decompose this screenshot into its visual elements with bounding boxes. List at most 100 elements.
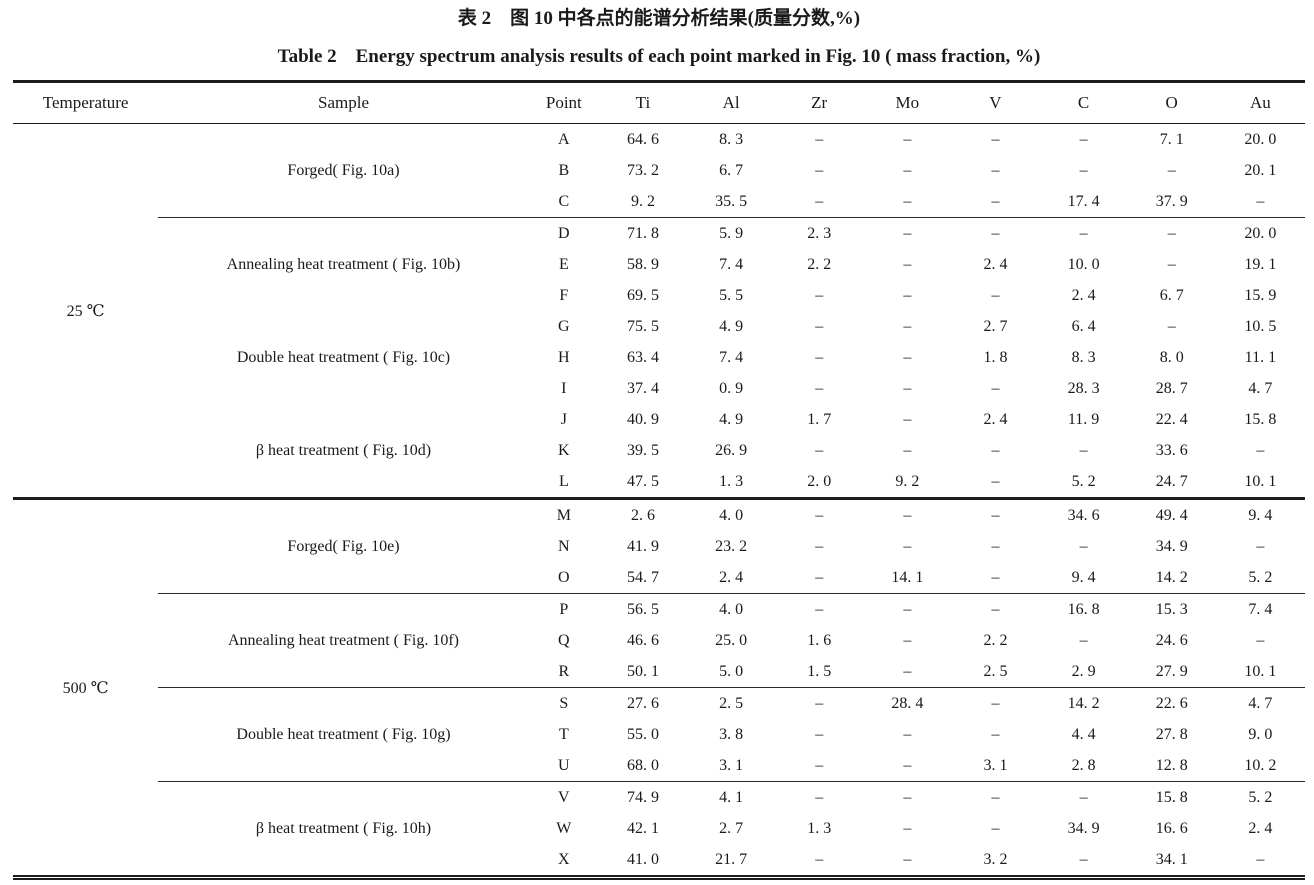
value-cell-mo: – <box>903 317 912 335</box>
value-cell-c: 2. 8 <box>1071 756 1096 774</box>
value-cell-ti: 64. 6 <box>626 130 659 148</box>
point-cell: Q <box>558 631 570 649</box>
value-cell-v: – <box>991 819 1000 837</box>
point-cell: R <box>558 662 570 680</box>
value-cell-o: 24. 7 <box>1155 472 1188 490</box>
value-cell-al: 35. 5 <box>715 192 748 210</box>
point-cell: O <box>558 568 570 586</box>
value-cell-c: 8. 3 <box>1071 348 1096 366</box>
value-cell-v: – <box>951 781 1040 813</box>
value-cell-au: 10. 1 <box>1244 662 1277 680</box>
table-row: β heat treatment ( Fig. 10h) V 74. 9 4. 1– –… <box>13 781 1305 878</box>
value-cell-mo: – <box>903 286 912 304</box>
value-cell-zr: – <box>815 756 824 774</box>
table-row: Q 46. 6 25. 0 1. 6 – 2. 2 – 24. 6 – <box>13 625 1305 656</box>
point-cell: S <box>528 687 599 719</box>
value-cell-o: 28. 7 <box>1155 379 1188 397</box>
table-row: E 58. 9 7. 4 2. 2 – 2. 4 10. 0 – 19. 1 <box>13 249 1305 280</box>
value-cell-ti: 41. 9 <box>626 537 659 555</box>
temperature-cell: 25 ℃ <box>66 302 105 320</box>
point-cell: L <box>558 472 569 490</box>
value-cell-au: 10. 2 <box>1244 756 1277 774</box>
table-row: C 9. 2 35. 5 – – – 17. 4 37. 9 – <box>13 186 1305 218</box>
value-cell-c: 2. 4 <box>1071 286 1096 304</box>
table-row: F 69. 5 5. 5 – – – 2. 4 6. 7 15. 9 <box>13 280 1305 311</box>
value-cell-v: – <box>991 537 1000 555</box>
value-cell-au: – <box>1256 850 1265 868</box>
value-cell-al: 23. 2 <box>715 537 748 555</box>
table-row: I 37. 4 0. 9 – – – 28. 3 28. 7 4. 7 <box>13 373 1305 404</box>
value-cell-mo: – <box>863 593 952 625</box>
value-cell-c: 2. 9 <box>1071 662 1096 680</box>
value-cell-c: 34. 6 <box>1039 497 1128 531</box>
table-row: K 39. 5 26. 9 – – – – 33. 6 – <box>13 435 1305 466</box>
value-cell-ti: 58. 9 <box>626 255 659 273</box>
column-header-o: O <box>1127 81 1216 124</box>
value-cell-o: 27. 8 <box>1155 725 1188 743</box>
value-cell-v: – <box>991 130 1000 148</box>
table-title-chinese: 表 2 图 10 中各点的能谱分析结果(质量分数,%) <box>457 8 861 29</box>
value-cell-v: – <box>991 472 1000 490</box>
value-cell-o: 37. 9 <box>1155 192 1188 210</box>
point-cell: N <box>558 537 570 555</box>
point-cell: M <box>528 497 599 531</box>
table-row: L 47. 5 1. 3 2. 0 9. 2 – 5. 2 24. 7 10. 1 <box>13 466 1305 499</box>
value-cell-c: 16. 8 <box>1039 593 1128 625</box>
value-cell-zr: – <box>815 850 824 868</box>
value-cell-o: 15. 3 <box>1127 593 1216 625</box>
column-header-temperature: Temperature <box>13 81 159 124</box>
point-cell: X <box>558 850 570 868</box>
value-cell-mo: – <box>903 537 912 555</box>
column-header-al: Al <box>687 81 776 124</box>
value-cell-mo: – <box>903 379 912 397</box>
value-cell-v: 2. 5 <box>983 662 1008 680</box>
sample-cell: Double heat treatment ( Fig. 10g) <box>158 687 529 782</box>
value-cell-o: 34. 9 <box>1155 537 1188 555</box>
table-row: B 73. 2 6. 7 – – – – – 20. 1 <box>13 155 1305 186</box>
value-cell-c: 9. 4 <box>1071 568 1096 586</box>
value-cell-v: 2. 7 <box>983 317 1008 335</box>
value-cell-c: 11. 9 <box>1067 410 1100 428</box>
value-cell-v: 3. 1 <box>983 756 1008 774</box>
value-cell-o: 49. 4 <box>1127 497 1216 531</box>
header-row: Temperature Sample Point Ti Al Zr Mo V C O Au <box>13 81 1305 124</box>
value-cell-ti: 47. 5 <box>626 472 659 490</box>
value-cell-ti: 40. 9 <box>626 410 659 428</box>
value-cell-al: 4. 1 <box>687 781 776 813</box>
value-cell-c: – <box>1079 850 1088 868</box>
point-cell: W <box>556 819 572 837</box>
value-cell-v: 2. 4 <box>983 255 1008 273</box>
value-cell-c: – <box>1079 130 1088 148</box>
value-cell-al: 4. 0 <box>687 593 776 625</box>
value-cell-al: 4. 9 <box>719 317 744 335</box>
value-cell-zr: – <box>775 593 864 625</box>
value-cell-au: 7. 4 <box>1215 593 1305 625</box>
value-cell-al: 3. 1 <box>719 756 744 774</box>
value-cell-al: 2. 4 <box>719 568 744 586</box>
value-cell-au: 9. 0 <box>1248 725 1273 743</box>
value-cell-zr: – <box>815 317 824 335</box>
value-cell-ti: 46. 6 <box>626 631 659 649</box>
value-cell-au: 10. 1 <box>1244 472 1277 490</box>
sample-cell: Double heat treatment ( Fig. 10c) <box>236 348 451 366</box>
value-cell-ti: 54. 7 <box>626 568 659 586</box>
column-header-v: V <box>951 81 1040 124</box>
value-cell-ti: 63. 4 <box>626 348 659 366</box>
table-row: R 50. 1 5. 0 1. 5 – 2. 5 2. 9 27. 9 10. 1 <box>13 656 1305 688</box>
value-cell-ti: 74. 9 <box>598 781 687 813</box>
value-cell-al: 21. 7 <box>715 850 748 868</box>
value-cell-ti: 56. 5 <box>598 593 687 625</box>
value-cell-au: 5. 2 <box>1248 568 1273 586</box>
value-cell-al: 4. 0 <box>687 497 776 531</box>
value-cell-au: 9. 4 <box>1215 497 1305 531</box>
sample-cell: β heat treatment ( Fig. 10h) <box>158 781 529 878</box>
point-cell: P <box>528 593 599 625</box>
value-cell-al: 0. 9 <box>719 379 744 397</box>
table-row: Annealing heat treatment ( Fig. 10b) D 71.… <box>13 217 1305 311</box>
value-cell-ti: 27. 6 <box>598 687 687 719</box>
value-cell-zr: – <box>815 441 824 459</box>
value-cell-c: 4. 4 <box>1071 725 1096 743</box>
value-cell-zr: – <box>815 725 824 743</box>
value-cell-o: – <box>1167 161 1176 179</box>
